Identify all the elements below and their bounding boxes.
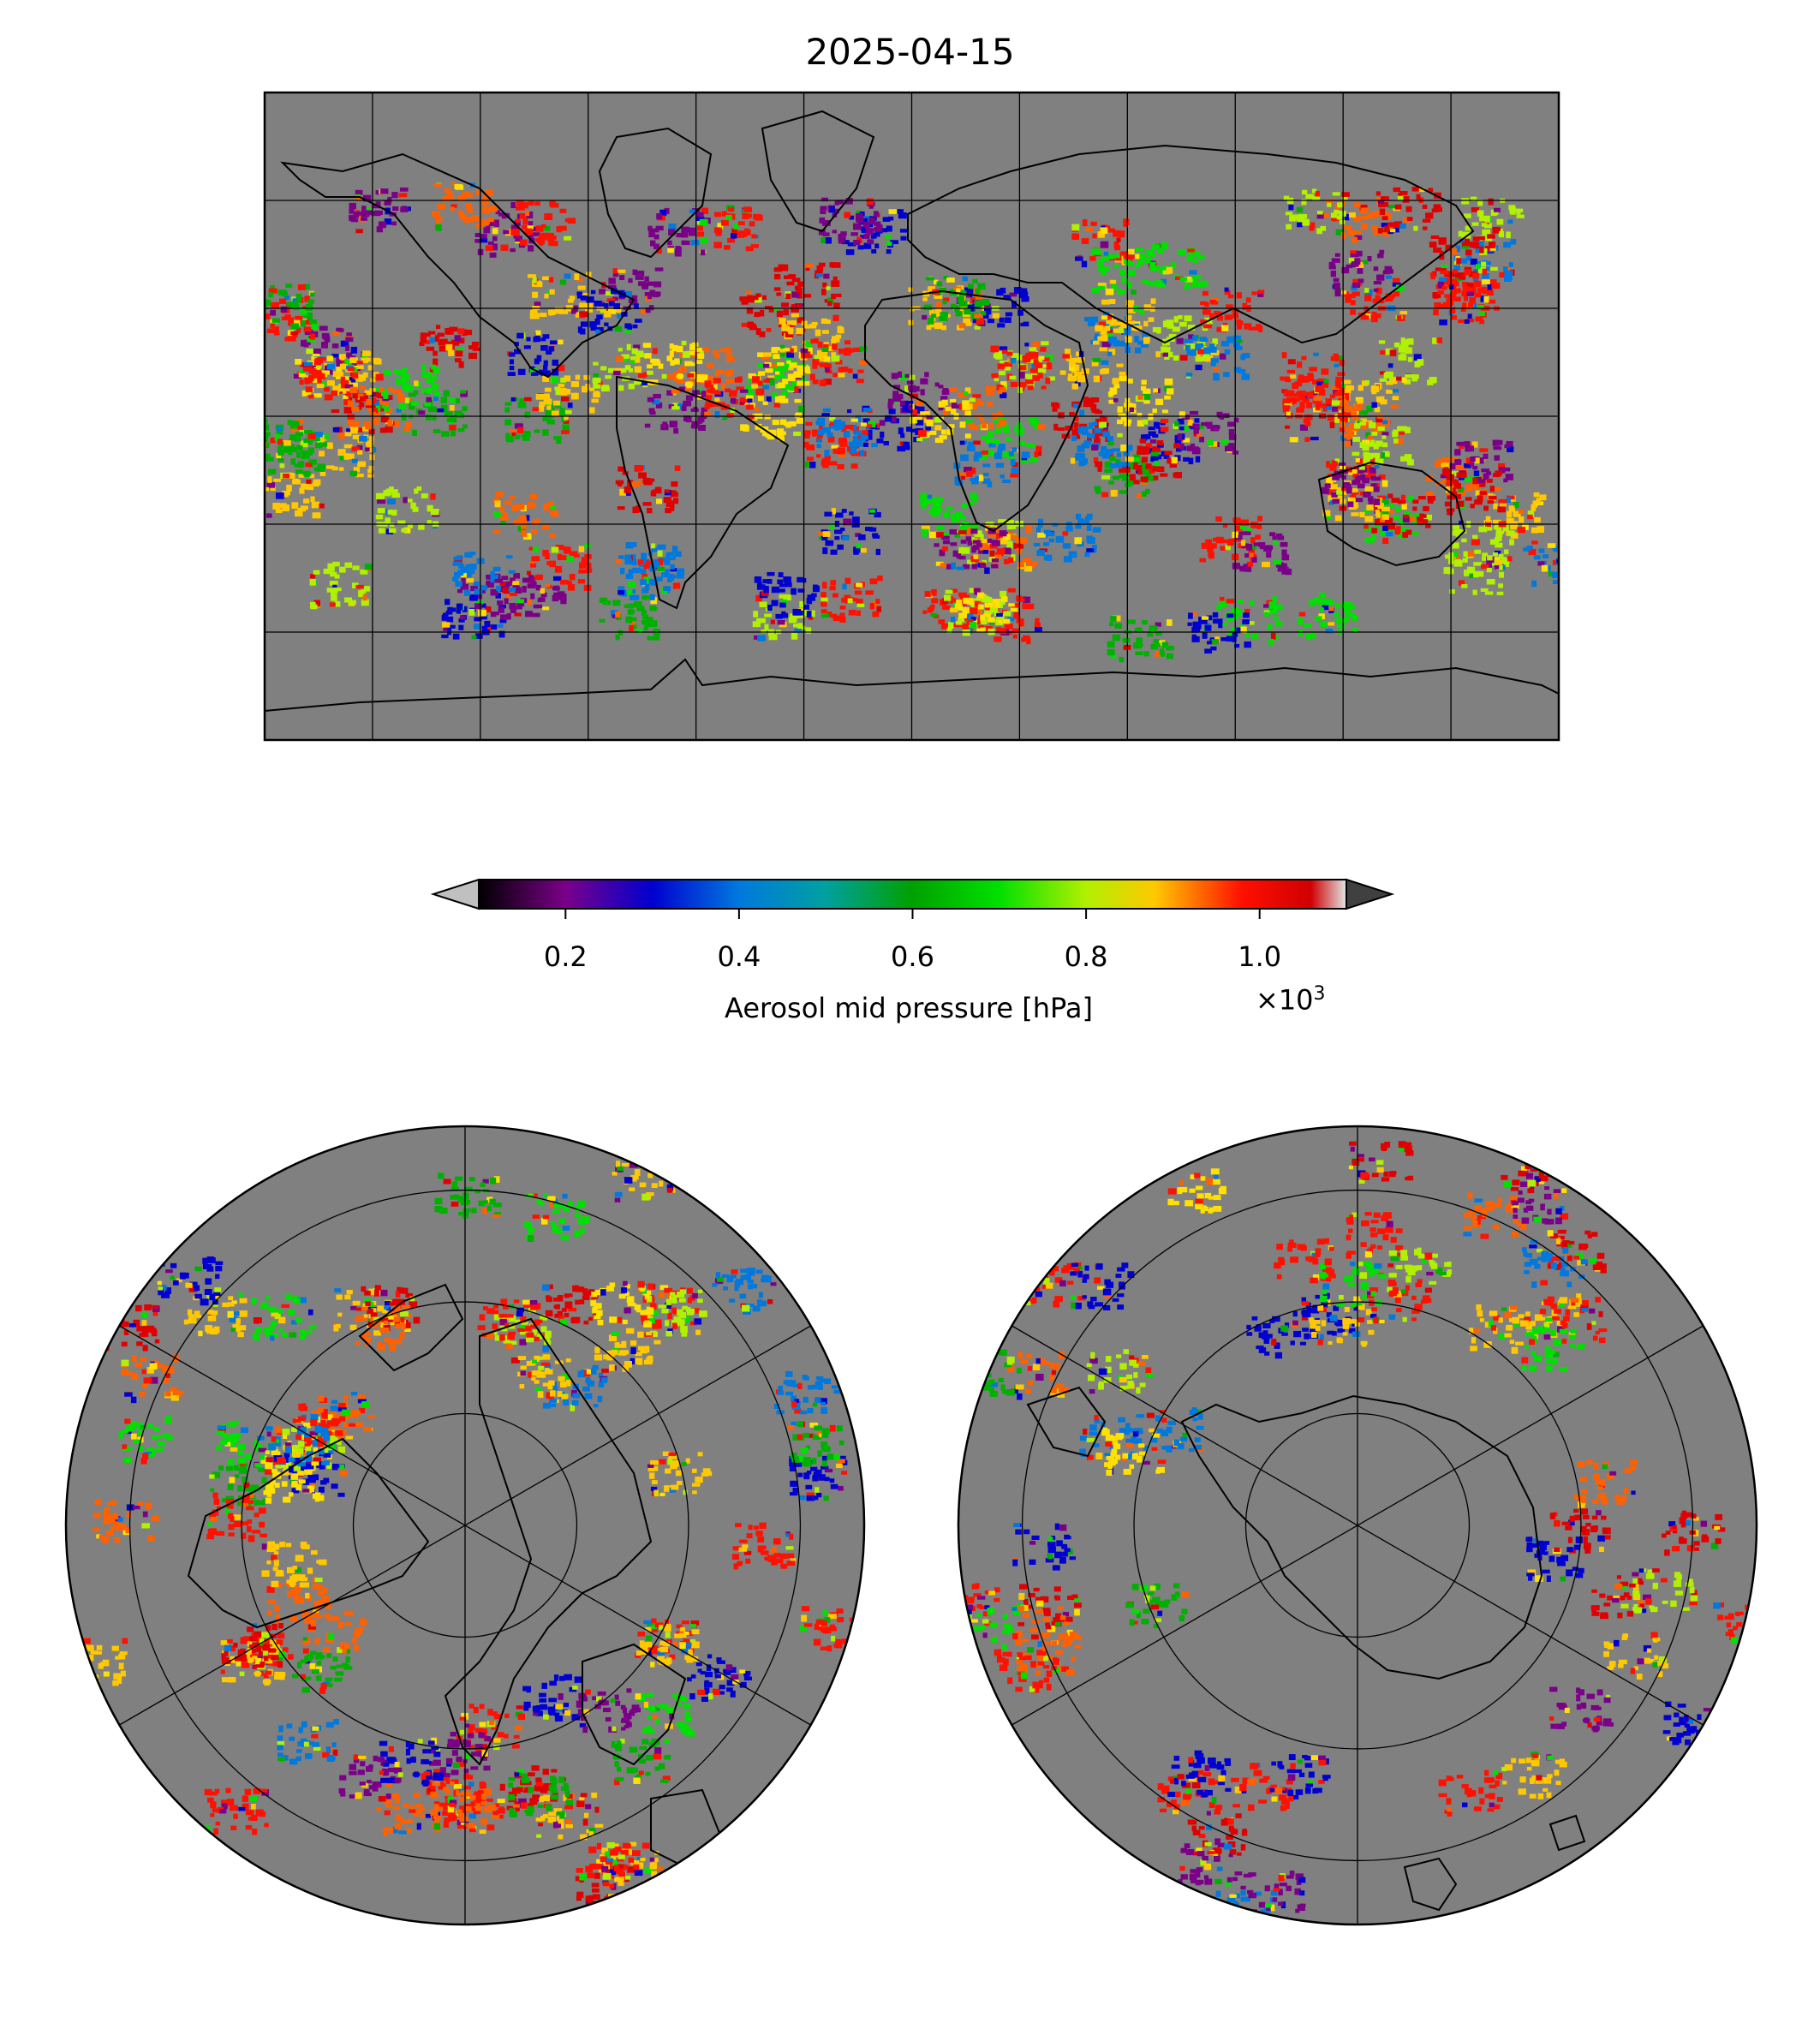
north-polar-frame xyxy=(64,1125,866,1926)
global-map-frame xyxy=(263,91,1560,742)
south-polar-map xyxy=(957,1125,1758,1926)
colorbar-tick-label: 0.2 xyxy=(543,940,588,973)
global-map xyxy=(263,91,1560,742)
colorbar xyxy=(430,878,1395,919)
colorbar-ticks xyxy=(564,909,1261,919)
south-polar-coastlines xyxy=(1026,1386,1586,1912)
global-coastlines xyxy=(265,110,1559,712)
south-polar-aerosol-data xyxy=(958,1141,1757,1925)
colorbar-tick-label: 1.0 xyxy=(1238,940,1282,973)
north-polar-gridlines xyxy=(119,1126,811,1925)
colorbar-gradient xyxy=(479,880,1346,909)
colorbar-label: Aerosol mid pressure [hPa] xyxy=(724,992,1094,1024)
colorbar-over-extension xyxy=(1346,878,1395,910)
figure-title: 2025-04-15 xyxy=(805,31,1015,73)
colorbar-under-extension xyxy=(430,878,480,910)
colorbar-tick-label: 0.4 xyxy=(717,940,761,973)
south-polar-frame xyxy=(957,1125,1758,1926)
colorbar-tick-label: 0.8 xyxy=(1064,940,1108,973)
north-polar-map xyxy=(64,1125,866,1926)
colorbar-multiplier: ×103 xyxy=(1256,983,1326,1017)
colorbar-tick-label: 0.6 xyxy=(891,940,934,973)
global-gridlines xyxy=(265,92,1559,740)
south-polar-gridlines xyxy=(1011,1126,1704,1925)
